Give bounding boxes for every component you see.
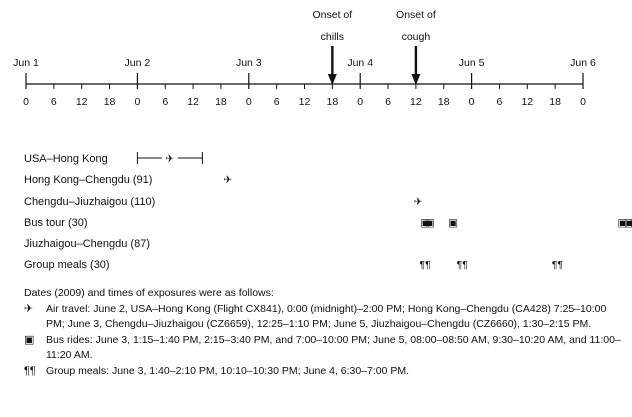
- day-label: Jun 4: [347, 57, 373, 69]
- meal-icon: ¶¶: [457, 259, 469, 271]
- event-label: Onset of: [312, 9, 352, 21]
- airplane-icon: ✈: [24, 302, 34, 315]
- flight-icon-bg: [161, 151, 178, 163]
- day-label: Jun 1: [13, 57, 39, 69]
- row-label: USA–Hong Kong: [24, 153, 108, 165]
- meal-icon: ¶¶: [552, 259, 564, 271]
- hour-tick-label: 0: [246, 96, 252, 108]
- event-arrowhead: [411, 74, 421, 85]
- event-label: chills: [321, 31, 344, 43]
- hour-tick-label: 6: [51, 96, 57, 108]
- bus-icon: ▣: [617, 217, 627, 229]
- legend-meal-text: Group meals: June 3, 1:40–2:10 PM, 10:10…: [46, 364, 410, 377]
- hour-tick-label: 0: [580, 96, 586, 108]
- bus-icon: ▣: [630, 217, 632, 229]
- hour-tick-label: 6: [162, 96, 168, 108]
- meal-icon: ¶¶: [420, 259, 432, 271]
- row-label: Hong Kong–Chengdu (91): [24, 174, 152, 186]
- day-label: Jun 2: [125, 57, 151, 69]
- hour-tick-label: 12: [187, 96, 199, 108]
- hour-tick-label: 0: [134, 96, 140, 108]
- day-label: Jun 3: [236, 57, 262, 69]
- hour-tick-label: 18: [327, 96, 339, 108]
- legend-air-text: Air travel: June 2, USA–Hong Kong (Fligh…: [46, 302, 607, 331]
- airplane-icon: ✈: [224, 174, 233, 186]
- hour-tick-label: 18: [215, 96, 227, 108]
- airplane-icon: ✈: [165, 153, 174, 165]
- event-label: cough: [402, 31, 431, 43]
- hour-tick-label: 12: [410, 96, 422, 108]
- row-label: Group meals (30): [24, 259, 110, 271]
- bus-icon: ▣: [24, 333, 35, 346]
- timeline-chart: Jun 1 Jun 2 Jun 3 Jun 4 Jun 5 Jun 6 0 6 12 18 0 6 12…: [13, 9, 632, 271]
- hour-tick-label: 18: [549, 96, 561, 108]
- legend-intro: Dates (2009) and times of exposures were…: [24, 287, 274, 299]
- legend: Dates (2009) and times of exposures were…: [24, 286, 624, 379]
- meal-icon: ¶¶: [24, 364, 36, 377]
- event-label: Onset of: [396, 9, 436, 21]
- hour-tick-label: 0: [469, 96, 475, 108]
- legend-air-travel: ✈ Air travel: June 2, USA–Hong Kong (Fli…: [24, 302, 624, 333]
- hour-tick-label: 18: [438, 96, 450, 108]
- hour-tick-label: 0: [357, 96, 363, 108]
- legend-group-meals: ¶¶ Group meals: June 3, 1:40–2:10 PM, 10…: [24, 364, 624, 380]
- row-label: Bus tour (30): [24, 217, 88, 229]
- hour-tick-label: 6: [385, 96, 391, 108]
- event-arrowhead: [327, 74, 337, 85]
- day-label: Jun 6: [570, 57, 596, 69]
- hour-tick-label: 12: [299, 96, 311, 108]
- hour-tick-label: 12: [76, 96, 88, 108]
- bus-icon: ▣: [420, 217, 430, 229]
- bus-icon: ▣: [448, 217, 458, 229]
- day-label: Jun 5: [459, 57, 485, 69]
- airplane-icon: ✈: [414, 196, 423, 208]
- hour-tick-label: 0: [23, 96, 29, 108]
- row-label: Chengdu–Jiuzhaigou (110): [24, 196, 155, 208]
- row-label: Jiuzhaigou–Chengdu (87): [24, 238, 150, 250]
- legend-bus-text: Bus rides: June 3, 1:15–1:40 PM, 2:15–3:…: [46, 333, 621, 362]
- bus-icon: ▣: [425, 217, 435, 229]
- hour-tick-label: 18: [104, 96, 116, 108]
- legend-bus-rides: ▣ Bus rides: June 3, 1:15–1:40 PM, 2:15–…: [24, 333, 624, 364]
- hour-tick-label: 6: [274, 96, 280, 108]
- hour-tick-label: 6: [497, 96, 503, 108]
- bus-icon: ▣: [624, 217, 632, 229]
- hour-tick-label: 12: [521, 96, 533, 108]
